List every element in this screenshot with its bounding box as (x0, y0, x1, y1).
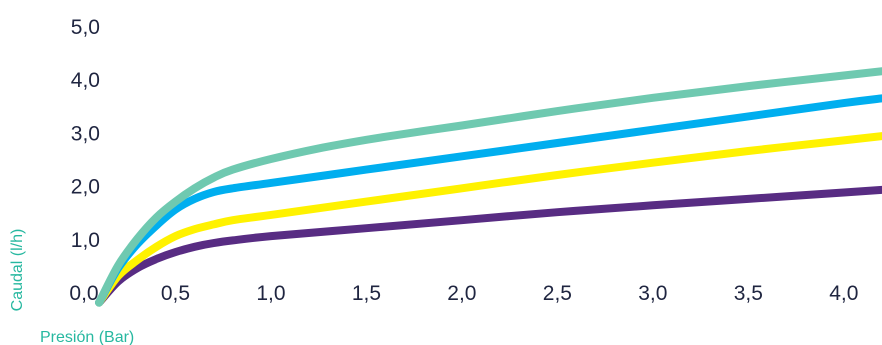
x-tick-label: 1,0 (256, 282, 285, 305)
x-axis-label: Presión (Bar) (40, 329, 134, 345)
y-tick-label: 3,0 (71, 122, 100, 145)
x-tick-label: 1,5 (352, 282, 381, 305)
x-tick-label: 0,5 (161, 282, 190, 305)
series-line (95, 94, 882, 307)
x-tick-label: 3,5 (734, 282, 763, 305)
series-line (95, 67, 882, 307)
x-tick-labels: 0,0 0,5 1,0 1,5 2,0 2,5 3,0 3,5 4,0 (69, 282, 858, 305)
y-axis-label: Caudal (l/h) (9, 229, 26, 312)
x-tick-label: 2,5 (543, 282, 572, 305)
x-tick-label: 2,0 (447, 282, 476, 305)
y-tick-label: 5,0 (71, 16, 100, 39)
x-tick-label: 4,0 (829, 282, 858, 305)
y-tick-label: 4,0 (71, 69, 100, 92)
x-tick-label: 0,0 (69, 282, 98, 305)
series-line (95, 185, 882, 307)
y-tick-label: 2,0 (71, 176, 100, 199)
y-tick-label: 1,0 (71, 229, 100, 252)
series-line (95, 132, 882, 307)
y-tick-labels: 1,0 2,0 3,0 4,0 5,0 (71, 16, 100, 252)
x-tick-label: 3,0 (638, 282, 667, 305)
series-layer (95, 67, 882, 307)
